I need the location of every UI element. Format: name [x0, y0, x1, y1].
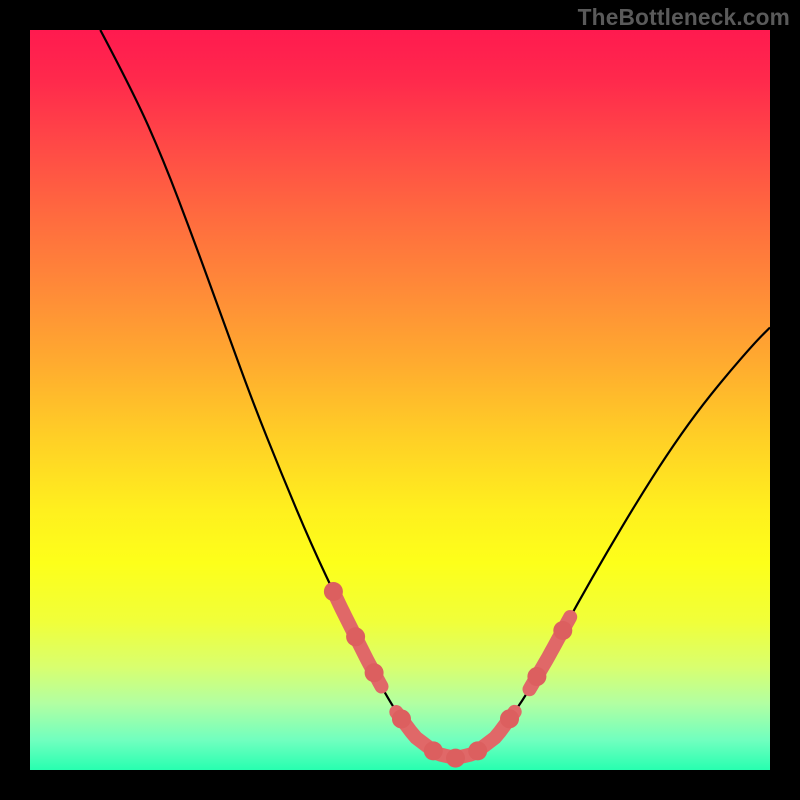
chart-frame: TheBottleneck.com	[0, 0, 800, 800]
curve-marker-dot	[392, 709, 411, 728]
chart-svg	[0, 0, 800, 800]
curve-marker-dot	[500, 709, 519, 728]
curve-marker-dot	[365, 663, 384, 682]
curve-marker-dot	[324, 582, 343, 601]
curve-marker-dot	[468, 741, 487, 760]
watermark-text: TheBottleneck.com	[578, 4, 790, 31]
curve-marker-dot	[553, 621, 572, 640]
plot-background	[30, 30, 770, 770]
curve-marker-dot	[446, 749, 465, 768]
curve-marker-dot	[527, 667, 546, 686]
curve-marker-dot	[346, 627, 365, 646]
curve-marker-dot	[424, 741, 443, 760]
